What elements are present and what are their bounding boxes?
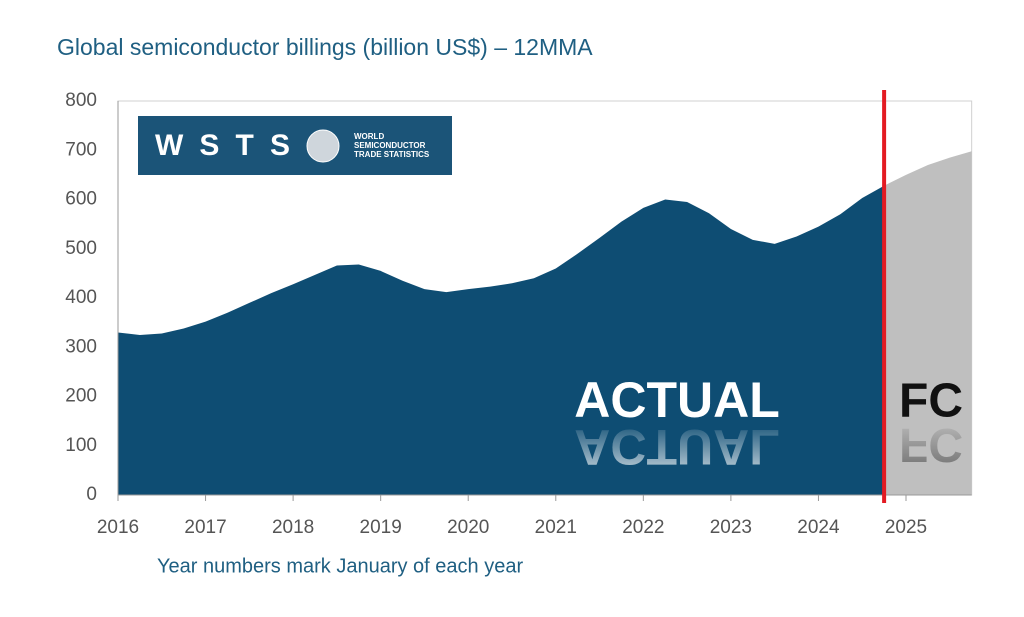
logo-text: TRADE STATISTICS (354, 150, 430, 159)
x-tick-label: 2021 (535, 517, 577, 538)
x-tick-label: 2016 (97, 517, 139, 538)
y-tick-label: 400 (65, 287, 97, 308)
y-tick-label: 300 (65, 336, 97, 357)
x-tick-label: 2017 (184, 517, 226, 538)
series-label: FC (899, 375, 963, 428)
area (118, 185, 885, 495)
x-tick-label: 2022 (622, 517, 664, 538)
logo-text: SEMICONDUCTOR (354, 141, 426, 150)
x-tick-label: 2025 (885, 517, 927, 538)
chart-title: Global semiconductor billings (billion U… (57, 34, 593, 60)
y-tick-label: 0 (86, 484, 97, 505)
x-tick-label: 2019 (360, 517, 402, 538)
y-tick-label: 700 (65, 139, 97, 160)
y-tick-label: 800 (65, 90, 97, 111)
area (884, 151, 972, 496)
y-tick-label: 200 (65, 386, 97, 407)
logo-box (138, 116, 452, 175)
y-tick-label: 100 (65, 435, 97, 456)
x-axis-label: Year numbers mark January of each year (157, 555, 523, 577)
x-tick-label: 2020 (447, 517, 489, 538)
logo-text: WORLD (354, 132, 384, 141)
y-tick-label: 500 (65, 238, 97, 259)
x-tick-label: 2024 (797, 517, 840, 538)
x-tick-label: 2018 (272, 517, 314, 538)
series-label-reflection: ACTUAL (574, 419, 780, 475)
logo-globe (306, 129, 340, 163)
series-label: ACTUAL (574, 372, 780, 428)
series-label-reflection: FC (899, 418, 963, 471)
x-tick-label: 2023 (710, 517, 752, 538)
y-tick-label: 600 (65, 189, 97, 210)
